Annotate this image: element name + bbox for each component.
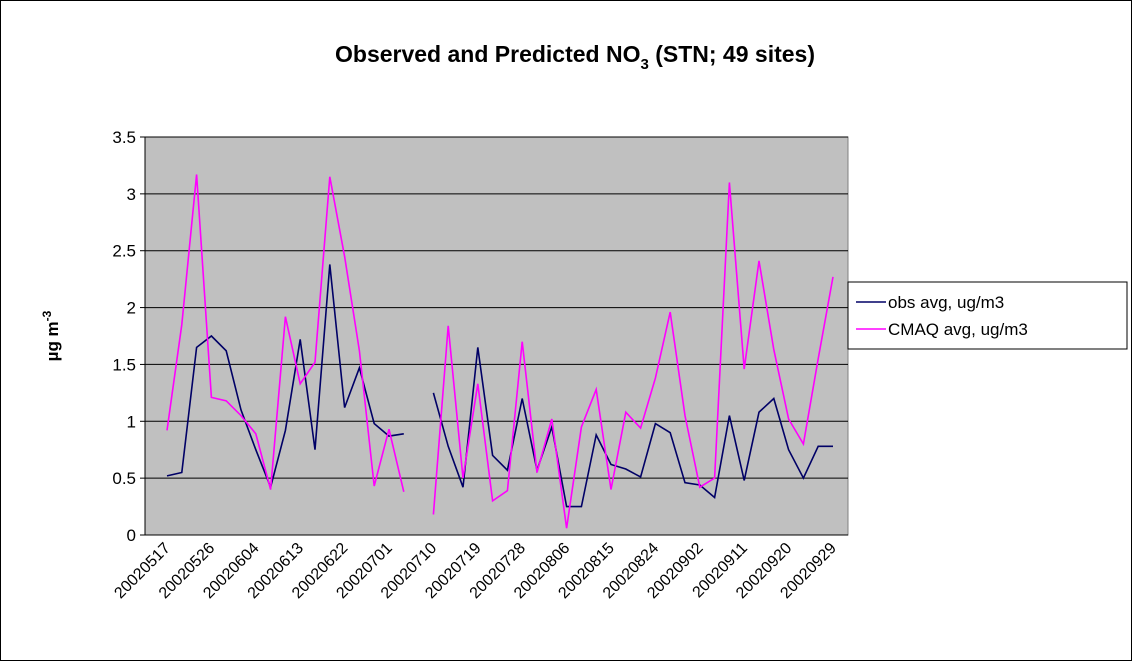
legend-label: CMAQ avg, ug/m3 bbox=[888, 320, 1028, 339]
y-tick-label: 3 bbox=[127, 185, 136, 204]
y-tick-label: 2.5 bbox=[112, 242, 136, 261]
legend-label: obs avg, ug/m3 bbox=[888, 293, 1004, 312]
y-tick-label: 0 bbox=[127, 526, 136, 545]
y-tick-label: 0.5 bbox=[112, 469, 136, 488]
y-tick-label: 1.5 bbox=[112, 355, 136, 374]
legend-box bbox=[847, 281, 1128, 350]
y-tick-label: 2 bbox=[127, 299, 136, 318]
chart-title: Observed and Predicted NO3 (STN; 49 site… bbox=[335, 41, 815, 73]
y-tick-label: 3.5 bbox=[112, 128, 136, 147]
series-line bbox=[166, 174, 834, 529]
y-tick-label: 1 bbox=[127, 412, 136, 431]
series-line bbox=[166, 264, 833, 508]
y-axis-title: µg m-3 bbox=[40, 310, 62, 361]
